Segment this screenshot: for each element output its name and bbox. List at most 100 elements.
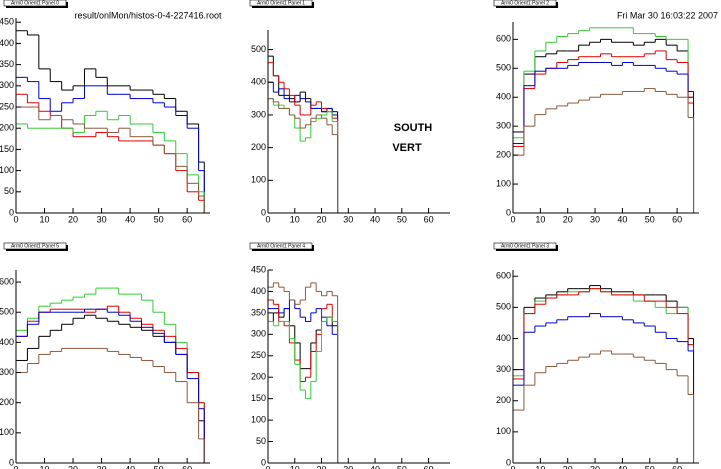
y-tick-label: 600 (496, 271, 511, 281)
y-tick-label: 400 (251, 286, 266, 296)
annotation: VERT (392, 142, 422, 154)
title-box (249, 242, 313, 250)
x-tick-label: 60 (182, 464, 192, 469)
x-tick-label: 30 (343, 214, 353, 224)
y-tick-label: 200 (496, 395, 511, 405)
y-tick-label: 250 (251, 350, 266, 360)
panel-title: Arm0 Orient1 Panel 2 (501, 1, 549, 7)
y-tick-label: 250 (0, 101, 14, 111)
x-tick-label: 40 (370, 464, 380, 469)
y-tick-label: 400 (0, 337, 14, 347)
x-tick-label: 0 (265, 464, 270, 469)
x-tick-label: 40 (125, 214, 135, 224)
file-label: result/onlMon/histos-0-4-227416.root (74, 10, 222, 20)
y-tick-label: 450 (251, 264, 266, 274)
title-box (3, 0, 67, 7)
x-tick-label: 30 (590, 214, 600, 224)
x-tick-label: 10 (290, 464, 300, 469)
x-tick-label: 0 (13, 214, 18, 224)
x-tick-label: 60 (182, 214, 192, 224)
y-tick-label: 350 (251, 307, 266, 317)
x-tick-label: 30 (343, 464, 353, 469)
y-tick-label: 400 (0, 38, 14, 48)
y-tick-label: 450 (0, 17, 14, 27)
x-tick-label: 40 (125, 464, 135, 469)
x-tick-label: 40 (370, 214, 380, 224)
x-tick-label: 30 (97, 464, 107, 469)
y-tick-label: 100 (496, 178, 511, 188)
x-tick-label: 10 (40, 464, 50, 469)
x-tick-label: 30 (97, 214, 107, 224)
x-tick-label: 50 (154, 464, 164, 469)
y-tick-label: 400 (251, 77, 266, 87)
y-tick-label: 200 (251, 142, 266, 152)
x-tick-label: 50 (397, 214, 407, 224)
x-tick-label: 0 (265, 214, 270, 224)
x-tick-label: 20 (317, 214, 327, 224)
x-tick-label: 20 (68, 214, 78, 224)
y-tick-label: 300 (0, 367, 14, 377)
x-tick-label: 20 (317, 464, 327, 469)
x-tick-label: 60 (672, 464, 682, 469)
y-tick-label: 150 (251, 393, 266, 403)
x-tick-label: 60 (424, 214, 434, 224)
y-tick-label: 0 (261, 457, 266, 467)
x-tick-label: 60 (424, 464, 434, 469)
y-tick-label: 0 (506, 457, 511, 467)
title-box (493, 0, 557, 7)
y-tick-label: 0 (9, 207, 14, 217)
y-tick-label: 300 (251, 109, 266, 119)
y-tick-label: 300 (496, 121, 511, 131)
panel-title: Arm0 Orient1 Panel 4 (257, 244, 305, 250)
y-tick-label: 500 (496, 302, 511, 312)
y-tick-label: 0 (506, 207, 511, 217)
y-tick-label: 300 (251, 329, 266, 339)
y-tick-label: 200 (0, 123, 14, 133)
panel-title: Arm0 Orient1 Panel 0 (11, 1, 59, 7)
y-tick-label: 400 (496, 333, 511, 343)
x-tick-label: 10 (535, 214, 545, 224)
y-tick-label: 100 (0, 165, 14, 175)
y-tick-label: 0 (261, 207, 266, 217)
x-tick-label: 10 (535, 464, 545, 469)
x-tick-label: 30 (590, 464, 600, 469)
title-box (493, 242, 557, 250)
y-tick-label: 200 (0, 397, 14, 407)
y-tick-label: 350 (0, 59, 14, 69)
y-tick-label: 100 (251, 175, 266, 185)
y-tick-label: 300 (496, 364, 511, 374)
y-tick-label: 150 (0, 144, 14, 154)
x-tick-label: 0 (510, 214, 515, 224)
y-tick-label: 400 (496, 92, 511, 102)
panel-title: Arm0 Orient1 Panel 5 (11, 244, 59, 250)
x-tick-label: 10 (40, 214, 50, 224)
y-tick-label: 100 (251, 414, 266, 424)
x-tick-label: 50 (645, 214, 655, 224)
y-tick-label: 50 (4, 186, 14, 196)
annotation: SOUTH (394, 122, 433, 134)
x-tick-label: 50 (154, 214, 164, 224)
y-tick-label: 100 (496, 426, 511, 436)
y-tick-label: 200 (496, 149, 511, 159)
title-box (3, 242, 67, 250)
x-tick-label: 60 (672, 214, 682, 224)
y-tick-label: 200 (251, 372, 266, 382)
x-tick-label: 50 (645, 464, 655, 469)
y-tick-label: 300 (0, 80, 14, 90)
x-tick-label: 40 (617, 214, 627, 224)
y-tick-label: 500 (496, 63, 511, 73)
y-tick-label: 600 (496, 34, 511, 44)
y-tick-label: 100 (0, 427, 14, 437)
x-tick-label: 20 (563, 214, 573, 224)
x-tick-label: 0 (510, 464, 515, 469)
y-tick-label: 50 (256, 436, 266, 446)
x-tick-label: 0 (13, 464, 18, 469)
panel-title: Arm0 Orient1 Panel 3 (501, 244, 549, 250)
date-label: Fri Mar 30 16:03:22 2007 (617, 10, 718, 20)
x-tick-label: 40 (617, 464, 627, 469)
y-tick-label: 600 (0, 276, 14, 286)
panel-title: Arm0 Orient1 Panel 1 (257, 1, 305, 7)
title-box (249, 0, 313, 7)
x-tick-label: 50 (397, 464, 407, 469)
